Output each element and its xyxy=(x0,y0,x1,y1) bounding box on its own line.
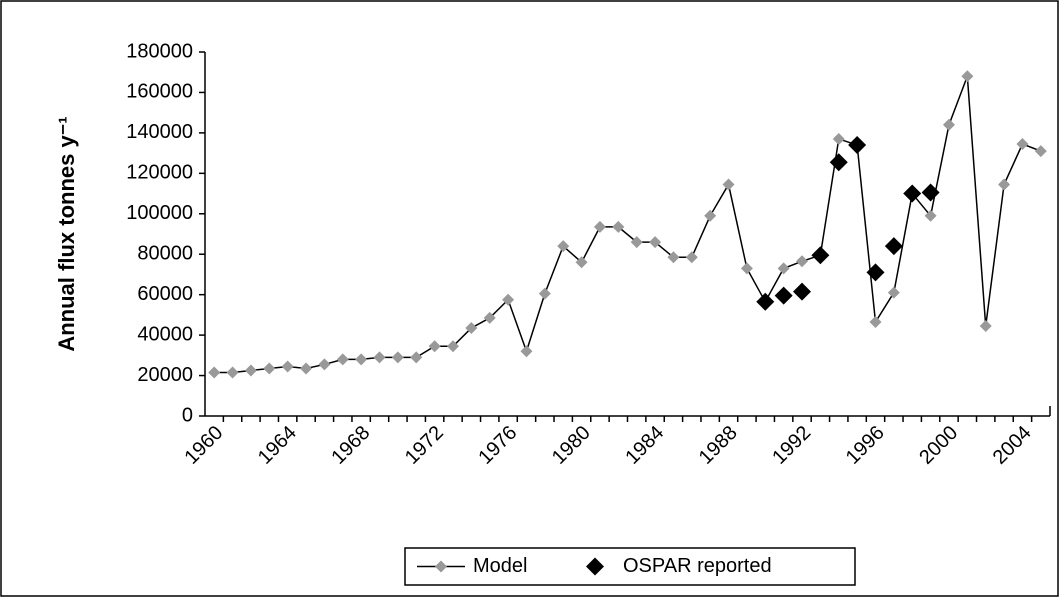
data-point xyxy=(630,236,643,249)
data-point xyxy=(793,282,812,301)
legend-label: Model xyxy=(473,555,527,577)
data-point xyxy=(884,237,903,256)
data-point xyxy=(704,209,717,222)
legend-label: OSPAR reported xyxy=(623,555,772,577)
data-point xyxy=(226,366,239,379)
y-tick-label: 140000 xyxy=(126,121,193,143)
data-point xyxy=(667,251,680,264)
y-tick-label: 180000 xyxy=(126,40,193,62)
y-tick-label: 120000 xyxy=(126,162,193,184)
y-tick-label: 0 xyxy=(182,404,193,426)
y-tick-label: 60000 xyxy=(137,283,193,305)
y-axis-title: Annual flux tonnes y⁻¹ xyxy=(54,116,79,351)
data-point xyxy=(446,340,459,353)
data-point xyxy=(612,220,625,233)
data-point xyxy=(355,353,368,366)
data-point xyxy=(921,183,940,202)
data-point xyxy=(796,255,809,268)
data-point xyxy=(811,246,830,265)
data-point xyxy=(649,236,662,249)
y-tick-label: 20000 xyxy=(137,364,193,386)
data-point xyxy=(373,351,386,364)
data-point xyxy=(998,178,1011,191)
data-point xyxy=(391,351,404,364)
y-tick-label: 40000 xyxy=(137,323,193,345)
data-point xyxy=(777,262,790,275)
data-point xyxy=(740,262,753,275)
legend-marker xyxy=(435,560,447,573)
data-point xyxy=(774,286,793,305)
y-tick-label: 100000 xyxy=(126,202,193,224)
data-point xyxy=(502,293,515,306)
data-point xyxy=(520,345,533,358)
data-point xyxy=(887,286,900,299)
data-point xyxy=(483,311,496,324)
data-point xyxy=(300,362,313,375)
data-point xyxy=(263,362,276,375)
data-point xyxy=(756,292,775,311)
data-point xyxy=(428,340,441,353)
data-point xyxy=(557,240,570,253)
data-point xyxy=(924,209,937,222)
data-point xyxy=(903,184,922,203)
data-point xyxy=(281,360,294,373)
data-point xyxy=(244,364,257,377)
series-line xyxy=(214,76,1042,374)
data-point xyxy=(1034,145,1047,158)
data-point xyxy=(869,315,882,328)
legend-marker xyxy=(586,557,604,576)
y-tick-label: 160000 xyxy=(126,81,193,103)
data-point xyxy=(832,132,845,145)
data-point xyxy=(722,178,735,191)
data-point xyxy=(866,263,885,282)
data-point xyxy=(979,320,992,333)
data-point xyxy=(848,136,867,155)
data-point xyxy=(575,256,588,269)
data-point xyxy=(685,251,698,264)
data-point xyxy=(410,351,423,364)
y-tick-label: 80000 xyxy=(137,243,193,265)
data-point xyxy=(336,353,349,366)
data-point xyxy=(1016,138,1029,151)
legend-box xyxy=(404,547,856,586)
data-point xyxy=(208,366,221,379)
data-point xyxy=(465,322,478,335)
data-point xyxy=(942,118,955,131)
data-point xyxy=(829,153,848,172)
data-point xyxy=(593,220,606,233)
data-point xyxy=(318,358,331,371)
data-point xyxy=(961,70,974,83)
data-point xyxy=(538,287,551,300)
